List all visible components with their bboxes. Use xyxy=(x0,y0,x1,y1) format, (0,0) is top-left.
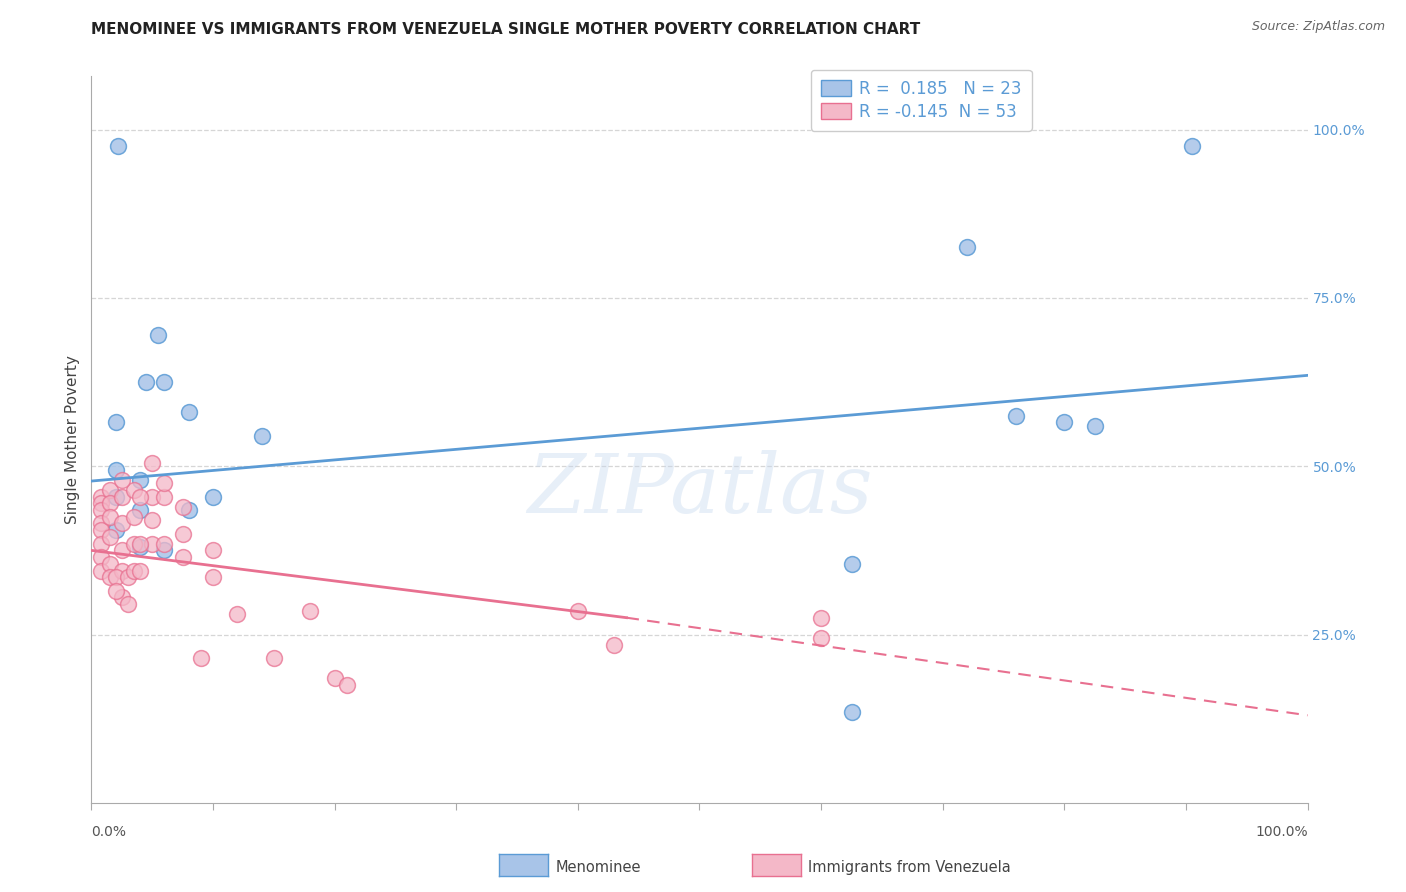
Point xyxy=(810,631,832,645)
Point xyxy=(141,513,163,527)
Point xyxy=(841,705,863,719)
Text: Menominee: Menominee xyxy=(555,860,641,874)
Point xyxy=(250,429,273,443)
Point xyxy=(129,564,152,578)
Point xyxy=(104,583,127,598)
Point xyxy=(226,607,249,622)
Legend: R =  0.185   N = 23, R = -0.145  N = 53: R = 0.185 N = 23, R = -0.145 N = 53 xyxy=(811,70,1032,130)
Text: Source: ZipAtlas.com: Source: ZipAtlas.com xyxy=(1251,20,1385,33)
Point xyxy=(1053,416,1076,430)
Point xyxy=(111,473,134,487)
Point xyxy=(603,638,626,652)
Point xyxy=(129,503,152,517)
Text: MENOMINEE VS IMMIGRANTS FROM VENEZUELA SINGLE MOTHER POVERTY CORRELATION CHART: MENOMINEE VS IMMIGRANTS FROM VENEZUELA S… xyxy=(91,22,921,37)
Point xyxy=(104,416,127,430)
Point xyxy=(153,375,176,389)
Point xyxy=(117,570,139,584)
Point xyxy=(141,536,163,550)
Point xyxy=(117,597,139,611)
Point xyxy=(153,490,176,504)
Point xyxy=(122,509,145,524)
Point xyxy=(129,536,152,550)
Point xyxy=(90,503,112,517)
Point xyxy=(263,651,285,665)
Point xyxy=(299,604,322,618)
Point xyxy=(153,536,176,550)
Point xyxy=(122,564,145,578)
Y-axis label: Single Mother Poverty: Single Mother Poverty xyxy=(65,355,80,524)
Point xyxy=(841,557,863,571)
Point xyxy=(107,139,129,153)
Point xyxy=(111,543,134,558)
Point xyxy=(202,570,225,584)
Text: 0.0%: 0.0% xyxy=(91,825,127,839)
Point xyxy=(129,473,152,487)
Point xyxy=(202,490,225,504)
Point xyxy=(956,240,979,254)
Point xyxy=(122,483,145,497)
Point xyxy=(567,604,589,618)
Point xyxy=(1084,418,1107,433)
Point xyxy=(202,543,225,558)
Point xyxy=(1181,139,1204,153)
Point xyxy=(111,490,134,504)
Point xyxy=(148,328,170,343)
Point xyxy=(172,500,194,514)
Point xyxy=(1004,409,1026,423)
Point xyxy=(90,516,112,531)
Point xyxy=(141,456,163,470)
Point xyxy=(104,490,127,504)
Point xyxy=(336,678,359,692)
Point xyxy=(90,490,112,504)
Point xyxy=(104,523,127,537)
Point xyxy=(190,651,212,665)
Text: ZIPatlas: ZIPatlas xyxy=(527,450,872,530)
Point xyxy=(98,483,121,497)
Point xyxy=(153,543,176,558)
Point xyxy=(111,591,134,605)
Point xyxy=(98,557,121,571)
Point xyxy=(153,476,176,491)
Point xyxy=(323,671,346,685)
Point xyxy=(98,496,121,510)
Point xyxy=(122,536,145,550)
Point xyxy=(90,536,112,550)
Text: Immigrants from Venezuela: Immigrants from Venezuela xyxy=(808,860,1011,874)
Point xyxy=(104,570,127,584)
Point xyxy=(111,516,134,531)
Point xyxy=(172,526,194,541)
Point xyxy=(104,462,127,476)
Point xyxy=(810,610,832,624)
Text: 100.0%: 100.0% xyxy=(1256,825,1308,839)
Point xyxy=(135,375,157,389)
Point xyxy=(129,540,152,554)
Point xyxy=(177,405,200,419)
Point xyxy=(90,523,112,537)
Point xyxy=(172,550,194,565)
Point xyxy=(177,503,200,517)
Point xyxy=(129,490,152,504)
Point xyxy=(98,570,121,584)
Point xyxy=(90,496,112,510)
Point xyxy=(141,490,163,504)
Point xyxy=(90,564,112,578)
Point xyxy=(90,550,112,565)
Point xyxy=(98,530,121,544)
Point xyxy=(111,564,134,578)
Point xyxy=(98,509,121,524)
